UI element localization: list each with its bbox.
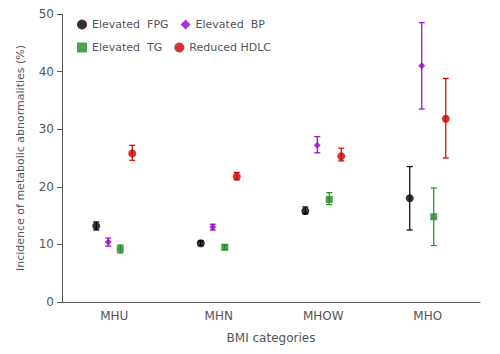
svg-text:20: 20 [39, 180, 54, 194]
svg-text:Elevated FPG: Elevated FPG [92, 18, 169, 31]
svg-text:50: 50 [39, 7, 54, 21]
svg-text:40: 40 [39, 65, 54, 79]
svg-text:Elevated BP: Elevated BP [196, 18, 266, 31]
svg-text:MHO: MHO [413, 309, 442, 323]
svg-text:MHN: MHN [205, 309, 233, 323]
svg-text:10: 10 [39, 237, 54, 251]
svg-text:30: 30 [39, 122, 54, 136]
svg-text:Reduced HDLC: Reduced HDLC [189, 41, 271, 54]
svg-text:Incidence of metabolic abnorma: Incidence of metabolic abnormalities (%) [14, 45, 27, 271]
svg-text:0: 0 [46, 295, 54, 309]
svg-text:MHU: MHU [100, 309, 128, 323]
svg-text:MHOW: MHOW [303, 309, 344, 323]
svg-text:Elevated TG: Elevated TG [92, 41, 162, 54]
svg-text:BMI categories: BMI categories [227, 331, 316, 345]
